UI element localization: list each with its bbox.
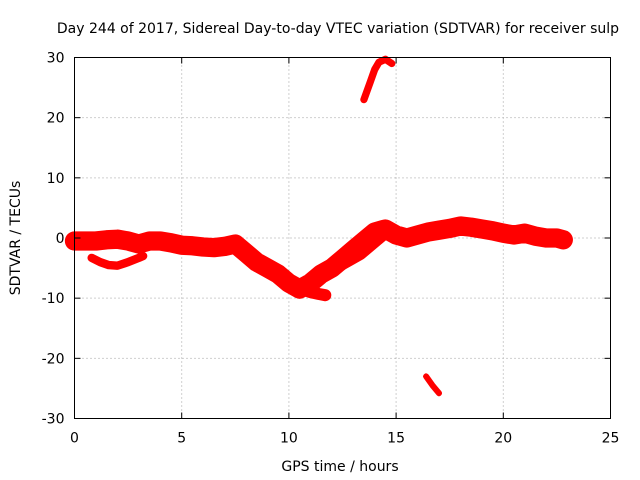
data-point [97,259,104,266]
data-point [146,238,153,244]
data-point [140,253,147,259]
x-tick-label: 15 [387,431,405,447]
data-point [253,259,260,266]
data-point [356,250,363,256]
data-point [303,280,310,287]
data-point [135,254,142,261]
series-band [360,55,396,104]
data-point [178,242,185,249]
x-tick-label: 5 [177,431,186,447]
data-point [511,232,517,238]
data-point [500,230,507,237]
data-point [168,239,174,246]
y-tick-label: 0 [56,231,65,247]
data-point [521,230,528,237]
data-point [324,268,331,275]
data-point [264,265,271,272]
y-tick-label: -10 [42,291,65,307]
data-point [114,262,121,269]
y-tick-label: -30 [42,412,65,428]
y-ticks: 30 20 10 0 -10 -20 -30 [42,51,611,428]
data-point [290,280,297,287]
data-point [457,223,464,229]
x-ticks: 0 5 10 15 20 25 [70,57,620,447]
data-point [243,250,249,256]
data-point [403,235,410,241]
x-tick-label: 0 [70,431,79,447]
data-point [378,232,385,238]
data-point [425,229,432,235]
data-series [64,55,573,397]
data-point [307,289,314,296]
y-tick-label: 10 [47,171,65,187]
data-point [543,235,550,241]
data-point [436,227,442,234]
x-tick-label: 10 [280,431,298,447]
data-point [105,262,112,269]
data-point [322,292,329,299]
y-tick-label: 30 [47,51,65,67]
data-point [384,226,391,232]
x-tick-label: 20 [494,431,512,447]
data-point [88,254,95,261]
data-point [313,274,320,281]
data-point [200,244,207,250]
data-point [367,241,374,247]
data-point [345,256,352,263]
data-point [371,66,378,73]
data-point [157,238,164,244]
x-tick-label: 25 [602,431,620,447]
y-axis-label: SDTVAR / TECUs [8,181,24,296]
data-point [221,243,228,250]
data-point [375,59,382,66]
data-point [423,373,430,380]
chart-title: Day 244 of 2017, Sidereal Day-to-day VTE… [57,21,619,37]
data-point [393,232,400,238]
data-point [553,235,560,241]
data-point [135,241,142,247]
data-point [335,262,342,269]
data-point [532,233,539,240]
data-point [232,241,239,247]
data-point [360,96,367,103]
data-point [189,242,196,249]
data-point [367,78,374,85]
data-point [388,60,395,67]
data-point [125,238,132,244]
data-point [560,236,567,243]
data-point [446,225,453,232]
data-point [414,232,421,238]
y-tick-label: 20 [47,111,65,127]
data-point [92,238,99,244]
data-point [478,226,485,232]
y-tick-label: -20 [42,351,65,367]
data-point [114,236,121,243]
series-band [298,221,395,291]
data-point [436,390,442,397]
data-point [315,291,322,297]
data-point [429,382,436,389]
data-point [125,259,132,266]
data-point [468,224,475,231]
data-point [82,238,89,244]
data-point [210,244,217,251]
y-gridlines [74,117,611,359]
x-axis-label: GPS time / hours [281,459,398,475]
data-point [275,271,282,278]
data-point [103,236,110,243]
data-point [489,227,496,234]
